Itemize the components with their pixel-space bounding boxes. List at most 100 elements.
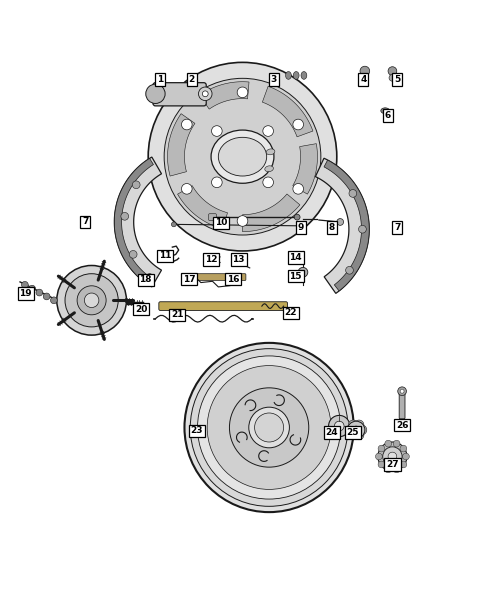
Text: 7: 7: [82, 217, 89, 226]
Circle shape: [129, 250, 137, 258]
Circle shape: [399, 445, 406, 452]
Circle shape: [237, 87, 247, 98]
Circle shape: [211, 177, 222, 188]
Circle shape: [198, 87, 212, 101]
Text: 17: 17: [182, 274, 195, 283]
Circle shape: [29, 285, 35, 292]
Polygon shape: [177, 186, 227, 229]
Text: 10: 10: [214, 219, 227, 227]
Polygon shape: [114, 157, 161, 287]
Circle shape: [211, 125, 222, 136]
Circle shape: [292, 184, 303, 194]
FancyBboxPatch shape: [188, 274, 245, 280]
Text: 3: 3: [270, 75, 276, 84]
Polygon shape: [292, 144, 317, 194]
Circle shape: [358, 226, 365, 233]
Text: 19: 19: [19, 289, 32, 298]
Circle shape: [43, 293, 50, 300]
Text: 16: 16: [226, 274, 239, 283]
Polygon shape: [167, 114, 195, 176]
Circle shape: [375, 453, 381, 460]
Circle shape: [347, 421, 364, 439]
Text: 24: 24: [325, 428, 337, 437]
Circle shape: [393, 466, 399, 473]
Circle shape: [132, 181, 140, 188]
Circle shape: [146, 274, 153, 282]
Circle shape: [254, 413, 283, 442]
Circle shape: [77, 286, 106, 315]
FancyBboxPatch shape: [158, 302, 287, 310]
Polygon shape: [262, 86, 312, 137]
Circle shape: [387, 452, 396, 461]
Circle shape: [184, 343, 353, 512]
Circle shape: [345, 425, 354, 435]
Circle shape: [382, 447, 401, 466]
Circle shape: [164, 78, 320, 235]
Circle shape: [348, 420, 357, 430]
Text: 2: 2: [188, 75, 195, 84]
Circle shape: [360, 74, 368, 82]
Circle shape: [384, 466, 391, 473]
Text: 13: 13: [232, 255, 244, 264]
Circle shape: [146, 84, 165, 104]
Circle shape: [181, 119, 192, 130]
Circle shape: [359, 66, 369, 76]
Circle shape: [377, 442, 406, 471]
Circle shape: [399, 461, 406, 468]
Circle shape: [207, 366, 330, 489]
Circle shape: [348, 190, 356, 197]
Circle shape: [148, 62, 336, 251]
Text: 12: 12: [204, 255, 217, 264]
Circle shape: [397, 387, 406, 396]
Circle shape: [384, 440, 391, 447]
Circle shape: [345, 266, 353, 274]
Circle shape: [181, 184, 192, 194]
FancyBboxPatch shape: [398, 392, 404, 419]
Ellipse shape: [293, 71, 299, 80]
Circle shape: [262, 125, 273, 136]
Circle shape: [292, 119, 303, 130]
Text: 1: 1: [157, 75, 163, 84]
Text: 15: 15: [289, 272, 302, 280]
Circle shape: [298, 267, 307, 277]
Circle shape: [50, 297, 57, 304]
Circle shape: [65, 274, 118, 327]
FancyBboxPatch shape: [153, 82, 206, 106]
Ellipse shape: [285, 71, 291, 80]
Circle shape: [84, 293, 99, 307]
Circle shape: [237, 216, 247, 226]
Circle shape: [171, 222, 176, 227]
Text: 6: 6: [384, 111, 390, 120]
Ellipse shape: [264, 166, 273, 172]
Text: 5: 5: [393, 75, 400, 84]
Polygon shape: [323, 160, 368, 291]
Text: 23: 23: [190, 426, 202, 435]
Circle shape: [353, 420, 363, 430]
Ellipse shape: [266, 149, 274, 155]
Circle shape: [202, 91, 208, 97]
Circle shape: [356, 425, 366, 435]
Circle shape: [378, 461, 384, 468]
Ellipse shape: [301, 71, 306, 80]
Circle shape: [36, 289, 43, 296]
Circle shape: [229, 388, 308, 467]
Circle shape: [353, 430, 363, 440]
Text: 22: 22: [284, 309, 297, 317]
Polygon shape: [114, 158, 153, 286]
Polygon shape: [242, 194, 299, 231]
Circle shape: [336, 219, 343, 226]
Circle shape: [388, 74, 395, 81]
Text: 14: 14: [289, 253, 302, 262]
Text: 25: 25: [346, 428, 358, 437]
Text: 8: 8: [328, 223, 334, 232]
Circle shape: [351, 426, 359, 434]
Text: 9: 9: [297, 223, 303, 232]
Circle shape: [197, 356, 340, 499]
Circle shape: [190, 349, 347, 507]
Ellipse shape: [211, 130, 273, 183]
FancyBboxPatch shape: [208, 214, 216, 220]
Circle shape: [348, 430, 357, 440]
Text: 18: 18: [139, 276, 151, 284]
Circle shape: [387, 67, 396, 75]
Circle shape: [121, 213, 128, 220]
